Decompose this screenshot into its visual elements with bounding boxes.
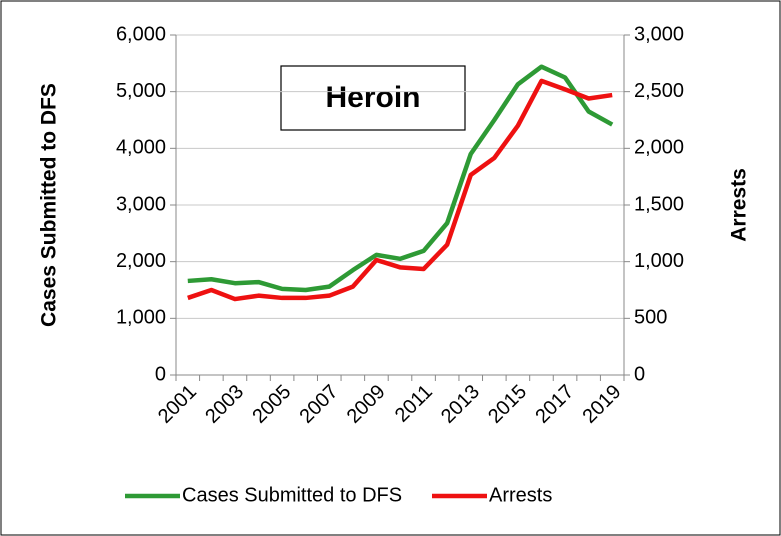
y-tick-label: 5,000: [116, 80, 166, 102]
y2-axis-title: Arrests: [728, 168, 751, 242]
y2-tick-label: 1,500: [634, 193, 684, 215]
y2-tick-label: 3,000: [634, 23, 684, 45]
y-tick-label: 3,000: [116, 193, 166, 215]
chart-title: Heroin: [325, 81, 420, 114]
y2-tick-label: 1,000: [634, 250, 684, 272]
y2-tick-label: 0: [634, 363, 645, 385]
y-tick-label: 4,000: [116, 137, 166, 159]
legend-label: Arrests: [489, 484, 552, 506]
y-tick-label: 1,000: [116, 307, 166, 329]
y-tick-label: 2,000: [116, 250, 166, 272]
y-tick-label: 6,000: [116, 23, 166, 45]
series-line: [187, 64, 614, 293]
y-tick-label: 0: [155, 363, 166, 385]
legend-label: Cases Submitted to DFS: [182, 484, 402, 506]
y2-tick-label: 2,500: [634, 80, 684, 102]
series-line: [187, 78, 613, 302]
title-box: [280, 65, 466, 131]
y2-tick-label: 2,000: [634, 137, 684, 159]
y-axis-title: Cases Submitted to DFS: [38, 83, 61, 327]
y2-tick-label: 500: [634, 307, 667, 329]
